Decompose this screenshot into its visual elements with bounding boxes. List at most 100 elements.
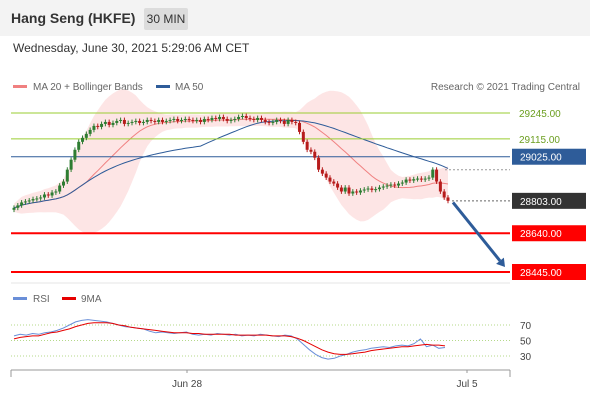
timeframe-button[interactable]: 30 MIN — [144, 8, 188, 30]
x-tick-label-jul5: Jul 5 — [456, 379, 478, 390]
candle-47 — [191, 119, 195, 121]
ma20-legend-swatch — [13, 85, 27, 88]
candle-65 — [259, 117, 263, 120]
candle-27 — [115, 120, 119, 123]
candle-84 — [332, 181, 336, 184]
rsi-tick-label-0: 70 — [520, 321, 532, 332]
credit-text: Research © 2021 Trading Central — [431, 82, 580, 93]
ma50-legend-swatch — [156, 85, 170, 88]
candle-89 — [351, 191, 355, 194]
rsi-line — [13, 319, 446, 360]
candle-109 — [427, 177, 431, 179]
candle-38 — [157, 119, 161, 122]
candle-108 — [423, 178, 427, 180]
candle-52 — [210, 117, 214, 120]
candle-64 — [256, 117, 260, 120]
x-tick-label-jun28: Jun 28 — [172, 379, 202, 390]
candle-76 — [301, 131, 305, 142]
candle-78 — [309, 149, 313, 152]
level-label-5: 28445.00 — [520, 268, 562, 279]
candle-22 — [96, 125, 100, 127]
candle-86 — [339, 187, 343, 192]
bollinger-band-area — [14, 89, 448, 234]
candle-3 — [23, 201, 27, 203]
candle-30 — [126, 122, 130, 124]
candle-40 — [164, 120, 168, 122]
level-badge-3 — [512, 192, 586, 209]
rsi-tick-label-1: 50 — [520, 337, 532, 348]
candle-33 — [138, 120, 142, 123]
rsi-legend-label: RSI — [33, 294, 50, 305]
candle-8 — [42, 194, 46, 198]
candle-42 — [172, 118, 176, 120]
level-label-3: 28803.00 — [520, 197, 562, 208]
candle-88 — [347, 187, 351, 194]
candle-74 — [294, 121, 298, 123]
candle-6 — [35, 198, 39, 200]
candle-90 — [355, 191, 359, 193]
candle-107 — [419, 178, 423, 180]
candle-97 — [381, 186, 385, 188]
candle-104 — [408, 179, 412, 181]
candle-13 — [61, 181, 65, 186]
ma50-line — [13, 120, 449, 209]
candle-39 — [160, 119, 164, 122]
rsi-grid: 70 50 30 — [11, 321, 532, 363]
candle-95 — [374, 189, 378, 191]
candles-group — [12, 113, 450, 213]
ma20-legend-label: MA 20 + Bollinger Bands — [33, 82, 143, 93]
levels-group: 29245.00 29115.00 29025.00 28803.00 28640.00… — [11, 109, 586, 280]
candle-113 — [442, 191, 446, 198]
candle-36 — [149, 119, 153, 121]
candle-12 — [58, 185, 62, 192]
candle-99 — [389, 184, 393, 186]
candle-87 — [343, 187, 347, 192]
candle-61 — [244, 115, 248, 118]
candle-23 — [100, 123, 104, 127]
candle-2 — [20, 202, 24, 206]
ma50-legend-label: MA 50 — [175, 82, 204, 93]
candle-92 — [362, 189, 366, 191]
candle-0 — [12, 207, 16, 210]
candle-9 — [46, 194, 50, 196]
timestamp: Wednesday, June 30, 2021 5:29:06 AM CET — [13, 41, 250, 55]
candle-4 — [27, 200, 31, 202]
candle-101 — [397, 183, 401, 186]
candle-114 — [446, 197, 450, 201]
rsi-tick-label-2: 30 — [520, 352, 532, 363]
instrument-title: Hang Seng (HKFE) — [11, 10, 136, 26]
forecast-arrow — [451, 201, 502, 262]
candle-26 — [111, 122, 115, 125]
candle-71 — [282, 120, 286, 124]
candle-72 — [286, 119, 290, 124]
candle-100 — [393, 184, 397, 186]
candle-21 — [92, 125, 96, 130]
candle-34 — [141, 121, 145, 123]
candle-41 — [168, 119, 172, 121]
candle-54 — [218, 116, 222, 119]
candle-106 — [416, 178, 420, 180]
level-badge-4 — [512, 225, 586, 242]
candle-110 — [431, 169, 435, 178]
candle-37 — [153, 120, 157, 122]
forecast-arrow-head — [496, 257, 505, 268]
candle-10 — [50, 192, 54, 196]
candle-50 — [202, 118, 206, 122]
level-badge-2 — [512, 148, 586, 165]
candle-20 — [88, 129, 92, 134]
candle-1 — [16, 205, 20, 208]
candle-16 — [73, 149, 77, 160]
level-badge-5 — [512, 264, 586, 280]
candle-43 — [176, 118, 180, 121]
rsi-ma-legend-swatch — [62, 297, 76, 300]
candle-77 — [305, 141, 309, 150]
level-label-0: 29245.00 — [519, 109, 561, 120]
candle-58 — [233, 118, 237, 120]
candle-35 — [145, 119, 149, 122]
candle-98 — [385, 185, 389, 187]
candle-79 — [313, 151, 317, 158]
candle-94 — [370, 188, 374, 190]
candle-63 — [252, 118, 256, 120]
candle-17 — [77, 141, 81, 150]
